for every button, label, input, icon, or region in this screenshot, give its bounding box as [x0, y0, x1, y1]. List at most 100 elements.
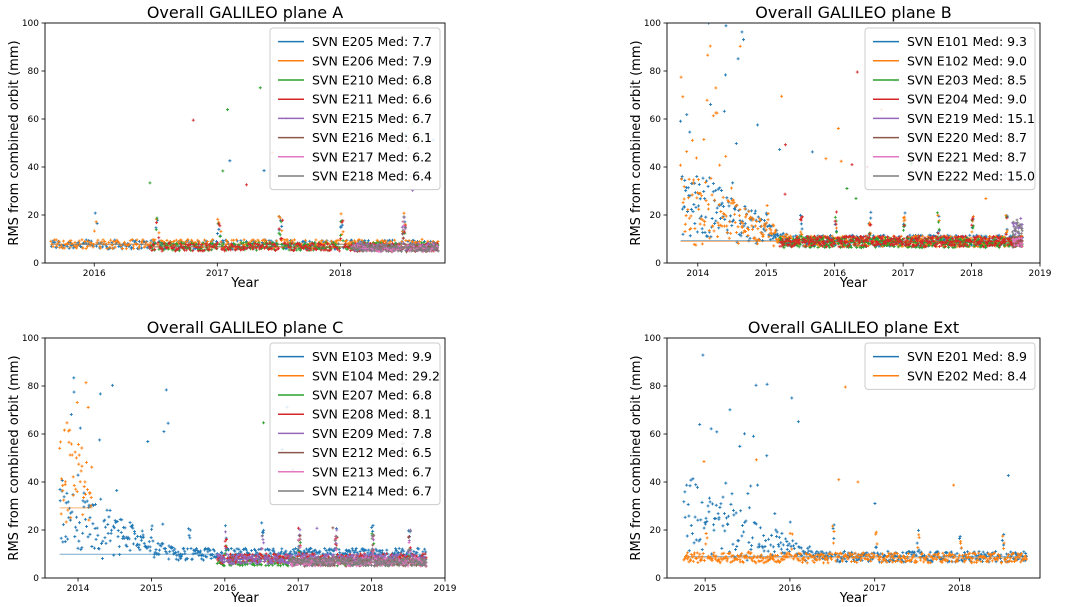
data-point — [146, 439, 150, 443]
data-point — [976, 244, 980, 248]
data-point — [126, 535, 130, 539]
data-point — [405, 250, 409, 254]
data-point — [181, 547, 185, 551]
data-point — [719, 210, 723, 214]
data-point — [780, 244, 784, 248]
data-point — [279, 550, 283, 554]
data-point — [73, 450, 77, 454]
data-point — [59, 440, 63, 444]
data-point — [108, 245, 112, 249]
data-point — [839, 159, 843, 163]
data-point — [799, 218, 803, 222]
data-point — [779, 236, 783, 240]
data-point — [353, 249, 357, 253]
x-tick-label: 2017 — [206, 269, 229, 279]
data-point — [119, 530, 123, 534]
data-point — [758, 219, 762, 223]
data-point — [77, 453, 81, 457]
data-point — [799, 234, 803, 238]
data-point — [986, 244, 990, 248]
data-point — [287, 560, 291, 564]
data-point — [736, 57, 740, 61]
data-point — [385, 548, 389, 552]
data-point — [761, 235, 765, 239]
data-point — [712, 229, 716, 233]
data-point — [261, 243, 265, 247]
data-point — [936, 213, 940, 217]
data-point — [697, 207, 701, 211]
data-point — [71, 493, 75, 497]
data-point — [291, 548, 295, 552]
data-point — [747, 209, 751, 213]
data-point — [279, 564, 283, 568]
data-point — [321, 554, 325, 558]
data-point — [237, 547, 241, 551]
data-point — [178, 242, 182, 246]
data-point — [402, 223, 406, 227]
data-point — [708, 236, 712, 240]
data-point — [874, 243, 878, 247]
data-point — [714, 219, 718, 223]
data-point — [81, 246, 85, 250]
data-point — [706, 53, 710, 57]
data-point — [823, 245, 827, 249]
data-point — [881, 234, 885, 238]
data-point — [835, 230, 839, 234]
data-point — [942, 241, 946, 245]
data-point — [984, 234, 988, 238]
data-point — [399, 552, 403, 556]
data-point — [94, 244, 98, 248]
data-point — [756, 123, 760, 127]
data-point — [153, 247, 157, 251]
data-point — [142, 541, 146, 545]
data-point — [393, 241, 397, 245]
data-point — [116, 529, 120, 533]
data-point — [280, 547, 284, 551]
data-point — [103, 518, 107, 522]
data-point — [689, 214, 693, 218]
data-point — [731, 181, 735, 185]
data-point — [865, 244, 869, 248]
data-point — [807, 242, 811, 246]
legend-entry: SVN E204 Med: 9.0 — [907, 92, 1027, 107]
data-point — [771, 236, 775, 240]
data-point — [109, 531, 113, 535]
data-point — [711, 224, 715, 228]
data-point — [112, 526, 116, 530]
data-point — [73, 240, 77, 244]
data-point — [229, 248, 233, 252]
data-point — [891, 243, 895, 247]
data-point — [349, 248, 353, 252]
data-point — [359, 552, 363, 556]
data-point — [85, 499, 89, 503]
data-point — [251, 554, 255, 558]
data-point — [255, 553, 259, 557]
data-point — [61, 489, 65, 493]
data-point — [83, 240, 87, 244]
data-point — [171, 546, 175, 550]
data-point — [225, 552, 229, 556]
data-point — [227, 554, 231, 558]
data-point — [1004, 232, 1008, 236]
data-point — [73, 535, 77, 539]
data-point — [139, 538, 143, 542]
data-point — [222, 554, 226, 558]
data-point — [77, 462, 81, 466]
data-point — [734, 141, 738, 145]
data-point — [1005, 229, 1009, 233]
data-point — [189, 242, 193, 246]
data-point — [177, 249, 181, 253]
data-point — [695, 230, 699, 234]
data-point — [162, 430, 166, 434]
data-point — [819, 242, 823, 246]
data-point — [892, 234, 896, 238]
data-point — [937, 219, 941, 223]
data-point — [370, 525, 374, 529]
data-point — [1016, 243, 1020, 247]
data-point — [262, 421, 266, 425]
data-point — [933, 244, 937, 248]
data-point — [349, 554, 353, 558]
data-point — [819, 235, 823, 239]
data-point — [788, 234, 792, 238]
data-point — [62, 498, 66, 502]
